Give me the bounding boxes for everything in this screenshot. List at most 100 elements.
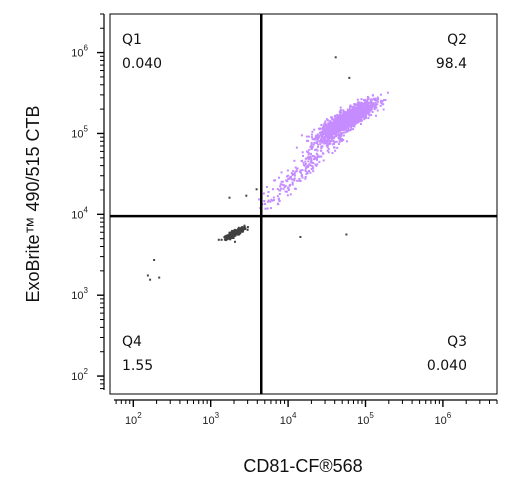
event-dot xyxy=(333,128,336,131)
event-dot xyxy=(370,102,373,105)
event-dot xyxy=(353,107,356,110)
event-dot xyxy=(293,187,296,190)
event-dot xyxy=(287,189,290,192)
event-dot xyxy=(328,127,330,130)
event-dot xyxy=(361,109,364,112)
event-dots xyxy=(146,56,389,281)
event-dot xyxy=(264,203,267,206)
event-dot xyxy=(364,111,367,114)
event-dot xyxy=(330,136,333,139)
event-dot xyxy=(276,202,279,205)
event-dot xyxy=(307,160,310,163)
event-dot xyxy=(331,152,334,154)
event-dot xyxy=(309,145,312,148)
event-dot xyxy=(299,169,302,172)
event-dot xyxy=(322,126,324,129)
y-tick-label: 105 xyxy=(71,124,88,140)
event-dot xyxy=(375,114,377,117)
event-dot xyxy=(368,114,371,117)
event-dot xyxy=(272,188,274,191)
event-dot xyxy=(354,108,357,111)
event-dot xyxy=(267,199,270,202)
event-dot xyxy=(331,139,334,142)
event-dot xyxy=(329,134,332,137)
event-dot xyxy=(342,128,345,131)
y-tick-label: 102 xyxy=(71,367,88,383)
event-dot xyxy=(312,170,315,173)
event-dot xyxy=(355,117,358,120)
event-dot xyxy=(315,152,318,155)
event-dot xyxy=(344,127,347,130)
event-dot xyxy=(319,134,322,137)
event-dot xyxy=(316,149,319,152)
y-tick-label: 104 xyxy=(71,205,88,221)
event-dot xyxy=(340,111,343,114)
event-dot xyxy=(337,119,340,122)
quadrant-name: Q4 xyxy=(122,334,142,350)
event-dot xyxy=(349,123,352,126)
event-dot xyxy=(344,126,347,129)
event-dot xyxy=(377,97,380,100)
event-dot xyxy=(299,236,302,238)
event-dot xyxy=(344,121,347,124)
event-dot xyxy=(294,171,297,174)
event-dot xyxy=(375,106,378,109)
event-dot xyxy=(326,134,329,137)
event-dot xyxy=(325,132,328,134)
event-dot xyxy=(309,155,312,158)
x-tick-label: 104 xyxy=(280,411,297,427)
event-dot xyxy=(351,121,354,124)
event-dot xyxy=(321,139,324,141)
event-dot xyxy=(357,118,360,120)
event-dot xyxy=(344,117,346,120)
event-dot xyxy=(305,139,308,142)
event-dot xyxy=(307,139,310,142)
event-dot xyxy=(342,122,344,125)
event-dot xyxy=(330,127,333,130)
event-dot xyxy=(329,142,332,145)
event-dot xyxy=(266,200,269,203)
event-dot xyxy=(343,128,346,131)
event-dot xyxy=(342,110,345,113)
event-dot xyxy=(352,111,355,114)
event-dot xyxy=(302,161,305,164)
event-dot xyxy=(310,168,313,170)
event-dot xyxy=(356,119,359,122)
event-dot xyxy=(349,104,352,107)
event-dot xyxy=(304,167,307,170)
event-dot xyxy=(367,107,369,110)
event-dot xyxy=(347,123,350,126)
event-dot xyxy=(342,124,345,127)
event-dot xyxy=(357,106,360,109)
event-dot xyxy=(366,109,369,111)
event-dot xyxy=(320,124,323,126)
event-dot xyxy=(349,111,352,114)
event-dot xyxy=(289,193,292,196)
event-dot xyxy=(381,102,384,105)
event-dot xyxy=(340,133,343,136)
event-dot xyxy=(229,235,232,238)
event-dot xyxy=(333,146,336,149)
event-dot xyxy=(266,207,269,210)
event-dot xyxy=(322,124,325,127)
event-dot xyxy=(321,152,324,155)
event-dot xyxy=(234,229,237,232)
event-dot xyxy=(343,121,346,123)
event-dot xyxy=(303,164,306,167)
event-dot xyxy=(243,224,246,227)
event-dot xyxy=(232,237,235,239)
event-dot xyxy=(381,100,384,103)
event-dot xyxy=(309,171,312,174)
event-dot xyxy=(265,186,268,188)
event-dot xyxy=(329,140,332,143)
event-dot xyxy=(359,103,362,106)
event-dot xyxy=(231,237,234,239)
event-dot xyxy=(343,114,345,117)
event-dot xyxy=(345,111,348,114)
event-dot xyxy=(344,110,347,113)
event-dot xyxy=(316,163,319,166)
event-dot xyxy=(329,126,332,129)
event-dot xyxy=(324,132,327,135)
event-dot xyxy=(230,234,232,237)
event-dot xyxy=(330,125,333,128)
